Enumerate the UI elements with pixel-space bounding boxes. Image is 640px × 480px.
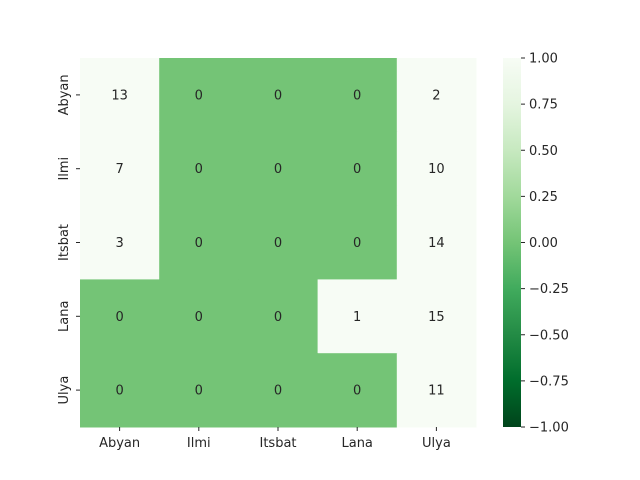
heatmap-cell-value: 0 (195, 236, 203, 251)
heatmap-cell-value: 0 (195, 162, 203, 177)
y-tick-label: Lana (57, 301, 72, 332)
y-tick-label: Ulya (57, 376, 72, 405)
heatmap-cell (396, 205, 477, 280)
heatmap-cell-labels: 13 0 0 0 2 7 0 0 0 10 3 0 0 0 14 0 0 0 1 15 0 0 0 0 11 (111, 88, 444, 398)
heatmap-cell-value: 0 (353, 162, 361, 177)
colorbar-tick-label: −0.25 (529, 282, 569, 297)
heatmap-cell (80, 131, 160, 207)
heatmap-cell (159, 279, 239, 354)
heatmap-cell (238, 205, 319, 280)
colorbar-tick-label: 0.00 (529, 236, 558, 251)
heatmap-cell (396, 353, 477, 428)
y-axis: Abyan Ilmi Itsbat Lana Ulya (57, 74, 80, 404)
heatmap-cell-value: 11 (428, 384, 445, 399)
heatmap-cell (159, 131, 239, 207)
x-tick-label: Lana (341, 436, 372, 451)
heatmap-cell (317, 131, 398, 207)
colorbar-tick-label: −0.50 (529, 328, 569, 343)
heatmap-cell-value: 0 (115, 310, 123, 325)
x-tick-label: Ilmi (187, 436, 211, 451)
heatmap-cell (159, 353, 239, 428)
heatmap-cell (238, 353, 319, 428)
heatmap-cell (238, 131, 319, 207)
x-axis: Abyan Ilmi Itsbat Lana Ulya (99, 427, 451, 451)
heatmap-cell (159, 58, 239, 133)
heatmap-cell-value: 0 (195, 384, 203, 399)
heatmap-cell (317, 279, 398, 354)
heatmap-cell (80, 205, 160, 280)
heatmap-cell-value: 0 (274, 162, 282, 177)
heatmap-cell-value: 0 (274, 384, 282, 399)
heatmap-cell (396, 58, 477, 133)
colorbar-tick-label: 0.50 (529, 144, 558, 159)
colorbar (503, 58, 521, 427)
heatmap-cell (238, 58, 319, 133)
heatmap-cell (238, 279, 319, 354)
heatmap-cell (317, 58, 398, 133)
heatmap-cell-value: 0 (353, 384, 361, 399)
colorbar-gradient (503, 58, 521, 427)
colorbar-tick-label: 0.25 (529, 190, 558, 205)
heatmap-cell-value: 0 (353, 88, 361, 103)
y-tick-label: Abyan (57, 74, 72, 115)
y-tick-label: Ilmi (57, 157, 72, 181)
heatmap-cell-value: 1 (353, 310, 361, 325)
y-tick-label: Itsbat (57, 224, 72, 261)
heatmap-cell (317, 205, 398, 280)
x-tick-label: Ulya (422, 436, 451, 451)
heatmap-cell-value: 0 (274, 310, 282, 325)
heatmap-cell-value: 13 (111, 88, 128, 103)
x-tick-label: Itsbat (259, 436, 296, 451)
heatmap-cell-value: 3 (115, 236, 123, 251)
colorbar-tick-label: 0.75 (529, 98, 558, 113)
heatmap-cell (317, 353, 398, 428)
heatmap-cell-value: 0 (195, 310, 203, 325)
heatmap-cell (80, 279, 160, 354)
heatmap-cell-value: 10 (428, 162, 445, 177)
colorbar-ticks: 1.00 0.75 0.50 0.25 0.00 −0.25 −0.50 −0.75 −1.00 (521, 52, 569, 436)
heatmap-cell-value: 0 (274, 88, 282, 103)
heatmap-cell-value: 0 (195, 88, 203, 103)
heatmap-cell (80, 353, 160, 428)
x-tick-label: Abyan (99, 436, 140, 451)
heatmap-cell (396, 131, 477, 207)
heatmap-cell-value: 2 (432, 88, 440, 103)
heatmap-cell (80, 58, 160, 133)
colorbar-tick-label: −0.75 (529, 374, 569, 389)
colorbar-tick-label: −1.00 (529, 421, 569, 436)
heatmap-cell-value: 14 (428, 236, 445, 251)
heatmap-cell (159, 205, 239, 280)
heatmap-cell-value: 0 (274, 236, 282, 251)
heatmap-cell-value: 0 (353, 236, 361, 251)
heatmap-cells (80, 58, 477, 428)
heatmap-cell (396, 279, 477, 354)
heatmap-cell-value: 15 (428, 310, 445, 325)
colorbar-tick-label: 1.00 (529, 52, 558, 67)
heatmap-cell-value: 7 (115, 162, 123, 177)
heatmap-cell-value: 0 (115, 384, 123, 399)
